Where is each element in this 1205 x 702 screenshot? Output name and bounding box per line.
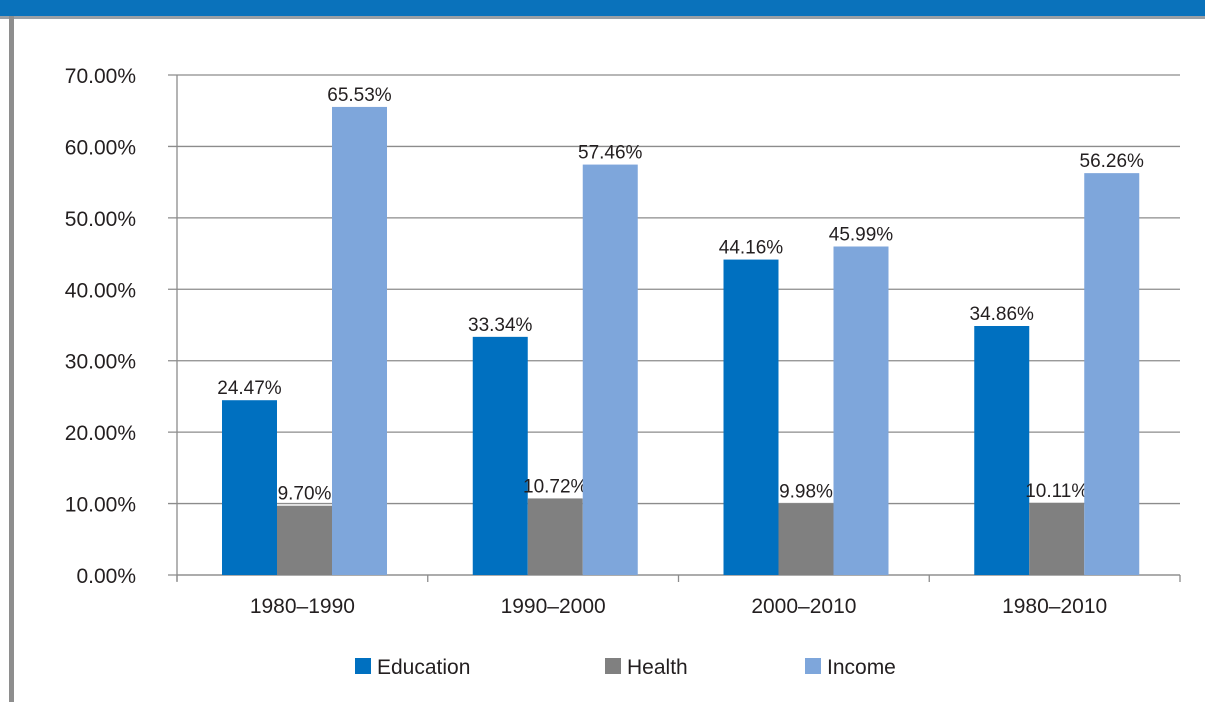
legend-label-income: Income <box>827 656 896 679</box>
y-tick-label: 0.00% <box>76 565 136 588</box>
bar-income <box>833 246 889 575</box>
data-label: 10.72% <box>523 476 588 497</box>
data-label: 9.98% <box>779 482 833 503</box>
data-label: 57.46% <box>578 143 643 164</box>
left-border <box>9 16 14 702</box>
legend-swatch-health <box>605 658 621 674</box>
y-tick-label: 40.00% <box>65 279 136 302</box>
data-label: 24.47% <box>217 378 282 399</box>
legend-label-education: Education <box>377 656 470 679</box>
bar-education <box>222 400 277 575</box>
legend-swatch-income <box>805 658 821 674</box>
legend-swatch-education <box>355 658 371 674</box>
bar-income <box>1084 173 1140 575</box>
bar-health <box>778 503 834 575</box>
data-label: 44.16% <box>719 238 784 259</box>
bar-income <box>332 106 387 575</box>
y-tick-label: 50.00% <box>65 208 136 231</box>
y-tick-label: 70.00% <box>65 65 136 88</box>
bar-income <box>582 164 638 576</box>
x-category-label: 2000–2010 <box>751 595 856 618</box>
y-tick-label: 20.00% <box>65 422 136 445</box>
bar-health <box>277 505 332 575</box>
data-label: 34.86% <box>970 304 1035 325</box>
header-band <box>0 0 1205 19</box>
x-category-label: 1980–1990 <box>250 595 355 618</box>
data-label: 9.70% <box>278 484 332 505</box>
data-label: 10.11% <box>1025 481 1088 502</box>
data-label: 33.34% <box>468 315 533 336</box>
bar-health <box>1029 502 1085 575</box>
data-label: 45.99% <box>829 225 894 246</box>
y-tick-label: 30.00% <box>65 351 136 374</box>
legend-label-health: Health <box>627 656 688 679</box>
x-category-label: 1990–2000 <box>501 595 606 618</box>
data-label: 65.53% <box>327 85 392 106</box>
bar-education <box>723 259 779 575</box>
y-tick-label: 60.00% <box>65 136 136 159</box>
data-label: 56.26% <box>1080 151 1145 172</box>
bar-education <box>472 336 528 575</box>
bar-health <box>527 498 583 575</box>
x-category-label: 1980–2010 <box>1002 595 1107 618</box>
bar-education <box>974 326 1030 575</box>
y-tick-label: 10.00% <box>65 494 136 517</box>
